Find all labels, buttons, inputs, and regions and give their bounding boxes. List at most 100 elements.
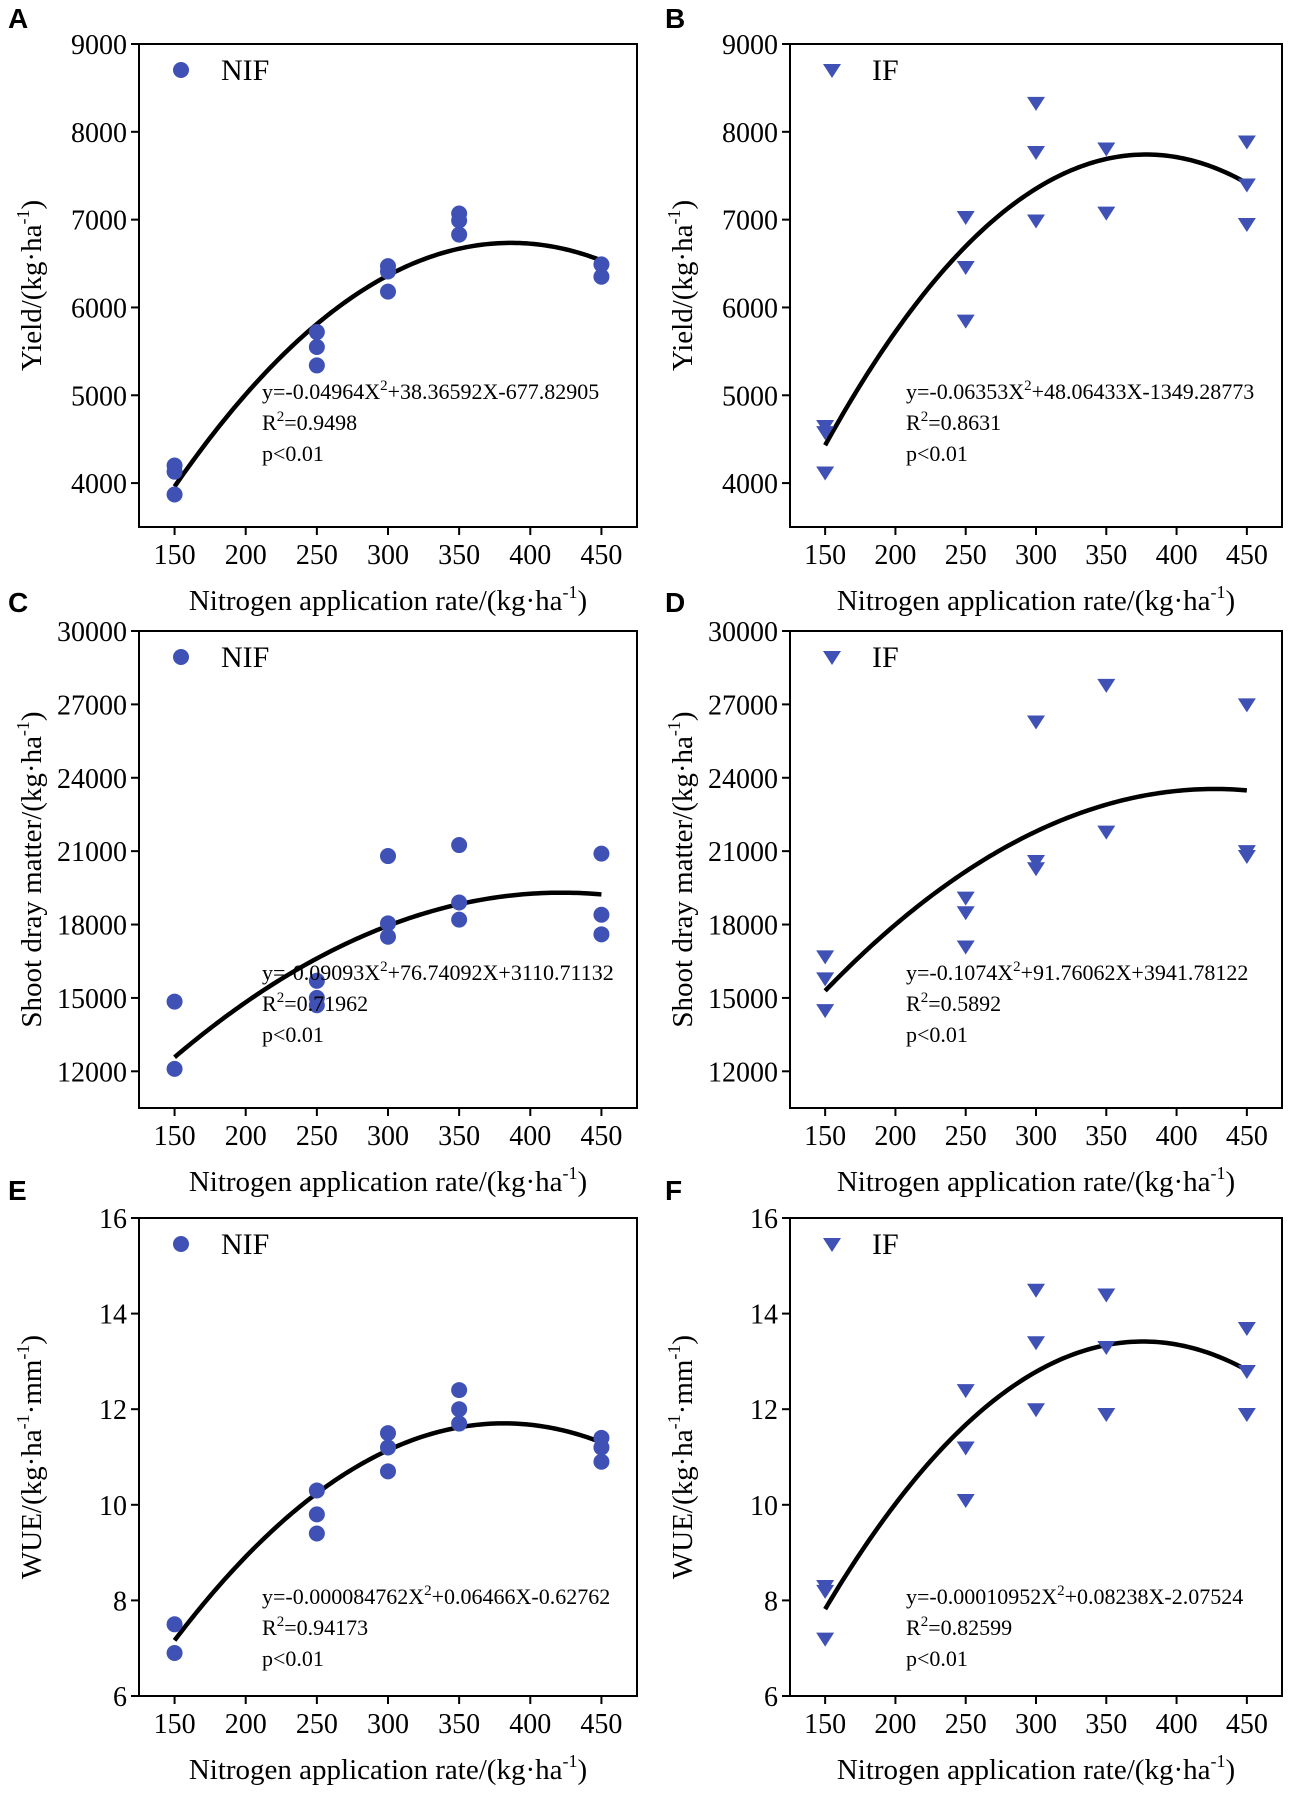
panel-c: C 150 200 250 300 350 400 450 12000 15000 18000 210… — [8, 587, 638, 1198]
y-axis-label: WUE/(kg·ha-1·mm-1) — [664, 1335, 699, 1579]
x-tick-label: 200 — [225, 1709, 267, 1740]
x-tick-label: 400 — [509, 540, 551, 571]
x-axis-label: Nitrogen application rate/(kg·ha-1) — [189, 1163, 587, 1198]
p-value-d: p<0.01 — [906, 1022, 968, 1047]
r-squared-a: R2=0.9498 — [262, 409, 357, 435]
r-squared-f: R2=0.82599 — [906, 1614, 1012, 1640]
data-point — [1027, 1403, 1045, 1418]
y-tick-label: 7000 — [71, 206, 127, 237]
r-squared-e: R2=0.94173 — [262, 1614, 368, 1640]
data-point — [1027, 854, 1045, 869]
data-point — [380, 283, 396, 300]
data-point — [380, 848, 396, 865]
data-point — [956, 314, 975, 329]
data-point — [451, 205, 468, 222]
y-tick-label: 14 — [750, 1300, 778, 1331]
data-point — [1027, 1283, 1045, 1298]
equation-a: y=-0.04964X2+38.36592X-677.82905 — [262, 378, 599, 404]
data-point — [451, 837, 468, 854]
p-value-f: p<0.01 — [906, 1646, 968, 1671]
x-axis-label: Nitrogen application rate/(kg·ha-1) — [837, 1163, 1235, 1198]
p-value-c: p<0.01 — [262, 1022, 324, 1047]
data-point — [308, 972, 325, 989]
data-point — [451, 911, 468, 928]
y-tick-label: 24000 — [708, 764, 778, 795]
data-point — [380, 928, 396, 945]
panel-letter-f: F — [665, 1175, 682, 1206]
fit-curve-f — [823, 1339, 1248, 1611]
x-tick-label: 200 — [874, 540, 916, 571]
x-tick-label: 400 — [1156, 1121, 1198, 1152]
x-tick-label: 250 — [945, 1709, 987, 1740]
data-point — [593, 845, 610, 862]
x-tick-label: 300 — [1015, 1121, 1057, 1152]
x-tick-label: 250 — [296, 1709, 338, 1740]
data-point — [451, 894, 468, 911]
x-tick-label: 350 — [438, 540, 480, 571]
data-point — [1237, 135, 1256, 150]
data-point — [166, 1060, 183, 1077]
data-point — [1027, 862, 1045, 877]
legend-marker-e — [173, 1236, 189, 1252]
data-point — [451, 1401, 468, 1418]
data-point — [166, 486, 183, 503]
panel-e: E 150 200 250 300 350 400 450 6 8 10 12 14 16 Nitrogen… — [8, 1175, 638, 1786]
x-tick-label: 250 — [296, 540, 338, 571]
y-axis-label: Yield/(kg·ha-1) — [664, 200, 699, 371]
data-point — [593, 926, 610, 943]
panel-letter-a: A — [8, 3, 28, 34]
r-squared-b: R2=0.8631 — [906, 409, 1001, 435]
y-tick-label: 24000 — [57, 764, 127, 795]
p-value-b: p<0.01 — [906, 441, 968, 466]
y-tick-label: 27000 — [57, 690, 127, 721]
data-point — [1237, 845, 1256, 860]
fit-curve-b — [823, 152, 1248, 447]
p-value-a: p<0.01 — [262, 441, 324, 466]
data-point — [1237, 178, 1256, 193]
data-point — [593, 1429, 610, 1446]
y-tick-label: 7000 — [722, 206, 778, 237]
legend-marker-f — [823, 1238, 841, 1252]
r-squared-c: R2=0.71962 — [262, 990, 368, 1016]
legend-marker-a — [173, 62, 189, 78]
data-point — [1027, 146, 1045, 161]
x-tick-label: 200 — [225, 540, 267, 571]
data-point — [1027, 214, 1045, 229]
legend-marker-d — [823, 651, 841, 665]
x-tick-label: 200 — [874, 1121, 916, 1152]
data-point — [593, 256, 610, 273]
legend-label-c: NIF — [221, 641, 269, 674]
x-tick-label: 250 — [945, 540, 987, 571]
data-point — [1027, 96, 1045, 111]
x-tick-label: 150 — [804, 540, 846, 571]
legend-label-b: IF — [872, 54, 899, 87]
x-tick-label: 450 — [580, 1121, 622, 1152]
x-tick-label: 350 — [1085, 540, 1127, 571]
y-tick-label: 10 — [99, 1491, 127, 1522]
x-tick-label: 300 — [367, 1121, 409, 1152]
x-tick-label: 200 — [225, 1121, 267, 1152]
y-tick-label: 12000 — [708, 1057, 778, 1088]
data-point — [816, 950, 835, 965]
data-point — [166, 1644, 183, 1661]
y-axis-label: Yield/(kg·ha-1) — [13, 200, 48, 371]
x-tick-label: 250 — [296, 1121, 338, 1152]
data-point — [1237, 698, 1256, 713]
y-tick-label: 9000 — [722, 30, 778, 61]
equation-d: y=-0.1074X2+91.76062X+3941.78122 — [906, 959, 1248, 985]
data-point — [1237, 1364, 1256, 1379]
data-point — [956, 940, 975, 955]
data-point — [1027, 1336, 1045, 1351]
x-tick-label: 150 — [154, 1121, 196, 1152]
data-point — [956, 261, 975, 276]
x-tick-label: 450 — [1226, 1121, 1268, 1152]
y-tick-label: 9000 — [71, 30, 127, 61]
y-tick-label: 8000 — [71, 118, 127, 149]
data-point — [956, 891, 975, 906]
panel-b: B 150 200 250 300 350 400 450 4000 5000 6000 7000 80… — [664, 3, 1283, 617]
y-axis-label: Shoot dray matter/(kg·ha-1) — [664, 711, 699, 1027]
data-point — [1097, 1288, 1116, 1303]
data-point — [593, 268, 610, 285]
y-tick-label: 16 — [750, 1204, 778, 1235]
